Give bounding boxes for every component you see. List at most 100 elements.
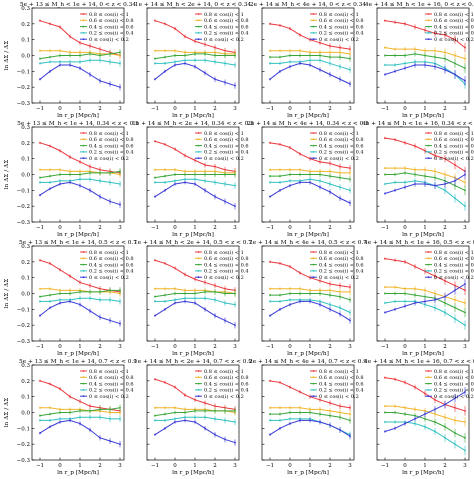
data-point (319, 408, 321, 411)
legend-marker (82, 19, 85, 22)
data-point (164, 70, 166, 73)
data-point (384, 302, 386, 304)
legend-label: 0.6 ≤ cos(i) < 0.8 (204, 17, 249, 24)
data-point (174, 298, 176, 301)
series-group (384, 19, 466, 89)
data-point (79, 291, 81, 293)
data-point (454, 419, 456, 422)
data-point (194, 40, 196, 43)
data-point (309, 178, 311, 181)
data-point (279, 24, 281, 27)
data-point (69, 411, 71, 414)
legend-label: 0.8 ≤ cos(i) < 1 (434, 130, 474, 137)
data-point (309, 300, 311, 303)
data-point (384, 257, 386, 260)
data-point (109, 298, 111, 301)
x-tick-label: 1 (423, 106, 427, 112)
data-point (404, 381, 406, 384)
data-point (329, 162, 331, 165)
data-point (424, 410, 426, 412)
data-point (69, 173, 71, 176)
legend-marker (82, 382, 85, 385)
legend-label: 0.8 ≤ cos(i) < 1 (434, 368, 474, 375)
panel-8: 4e + 14 ≤ M_h < 1e + 16, 0.34 < z < 0.5 −… (362, 121, 474, 238)
x-tick-label: 0 (403, 463, 407, 469)
legend-label: 0.8 ≤ cos(i) < 1 (319, 130, 359, 137)
data-point (384, 286, 386, 289)
legend-label: 0.6 ≤ cos(i) < 0.8 (319, 255, 364, 262)
x-axis-label: ln r_p [Mpc/h] (287, 470, 329, 476)
data-point (404, 305, 406, 308)
y-tick-label: −0.1 (17, 69, 30, 75)
legend-marker (197, 376, 200, 379)
data-point (464, 410, 466, 412)
x-tick-label: 3 (118, 106, 122, 112)
data-point (319, 68, 321, 71)
data-point (394, 189, 396, 192)
data-point (224, 438, 226, 441)
data-point (444, 425, 446, 428)
y-axis-label: ln ΔΣ / ΔΣ (4, 41, 10, 71)
data-point (69, 60, 71, 63)
panel-14: 1e + 14 ≤ M_h < 2e + 14, 0.7 < z < 0.9 −1… (134, 359, 252, 476)
data-point (194, 289, 196, 292)
data-point (289, 146, 291, 149)
data-point (99, 195, 101, 198)
data-point (349, 57, 351, 60)
legend-marker (197, 138, 200, 141)
legend-label: 0.4 ≤ cos(i) < 0.6 (204, 261, 249, 268)
legend-marker (312, 382, 315, 385)
data-point (319, 303, 321, 306)
data-point (404, 67, 406, 70)
data-point (319, 289, 321, 292)
data-point (299, 406, 301, 409)
data-point (269, 419, 271, 422)
data-point (194, 292, 196, 295)
legend-marker (197, 32, 200, 34)
legend-marker (197, 370, 200, 372)
legend-marker (427, 144, 430, 147)
legend-label: 0.4 ≤ cos(i) < 0.6 (319, 261, 364, 268)
data-point (319, 179, 321, 182)
data-point (319, 41, 321, 44)
legend-label: 0.4 ≤ cos(i) < 0.6 (434, 142, 474, 149)
data-point (444, 295, 446, 298)
x-tick-label: −1 (151, 106, 159, 112)
data-point (394, 427, 396, 430)
data-point (424, 392, 426, 395)
legend-marker (427, 13, 430, 15)
data-point (269, 314, 271, 317)
data-point (329, 283, 331, 285)
legend-label: 0.6 ≤ cos(i) < 0.8 (319, 374, 364, 381)
data-point (444, 189, 446, 192)
data-point (49, 187, 51, 190)
legend-label: 0.8 ≤ cos(i) < 1 (434, 11, 474, 18)
data-point (79, 303, 81, 306)
data-point (79, 297, 81, 300)
legend-marker (427, 389, 430, 391)
data-point (329, 424, 331, 427)
data-point (394, 54, 396, 57)
data-point (454, 317, 456, 320)
data-point (384, 167, 386, 170)
legend-marker (427, 395, 430, 398)
data-point (39, 419, 41, 422)
data-point (79, 173, 81, 176)
series-group (154, 19, 236, 89)
data-point (269, 62, 271, 65)
data-point (289, 60, 291, 63)
legend-label: 0.6 ≤ cos(i) < 0.8 (89, 136, 134, 143)
data-point (59, 411, 61, 414)
legend-label: 0 ≤ cos(i) < 0.2 (89, 155, 129, 162)
panel-1: 5e + 13 ≤ M_h < 1e + 14, 0 < z < 0.34 −1 0… (4, 2, 136, 119)
legend-label: 0.6 ≤ cos(i) < 0.8 (434, 255, 474, 262)
data-point (194, 173, 196, 176)
data-point (69, 419, 71, 422)
legend-marker (197, 151, 200, 153)
x-tick-label: 0 (173, 344, 177, 350)
legend-marker (82, 38, 85, 41)
series-group (154, 139, 236, 210)
data-point (269, 78, 271, 81)
data-point (109, 60, 111, 63)
data-point (39, 62, 41, 65)
